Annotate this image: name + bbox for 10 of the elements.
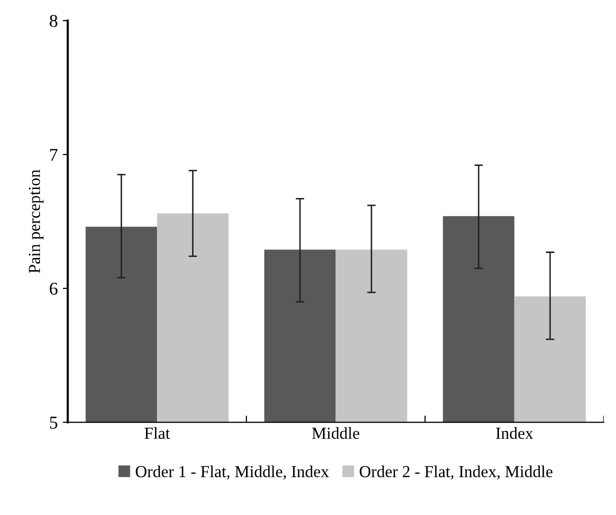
y-tick-label: 6 xyxy=(50,282,58,295)
y-tick-label: 5 xyxy=(50,416,58,429)
y-axis-title: Pain perception xyxy=(28,170,44,274)
legend-label: Order 1 - Flat, Middle, Index xyxy=(136,466,329,480)
x-tick-label: Flat xyxy=(144,427,170,439)
x-tick-label: Index xyxy=(496,427,534,439)
x-tick-label: Middle xyxy=(312,427,360,439)
y-tick-label: 8 xyxy=(50,14,58,28)
y-tick-label: 7 xyxy=(50,148,58,161)
legend-label: Order 2 - Flat, Index, Middle xyxy=(360,466,552,480)
